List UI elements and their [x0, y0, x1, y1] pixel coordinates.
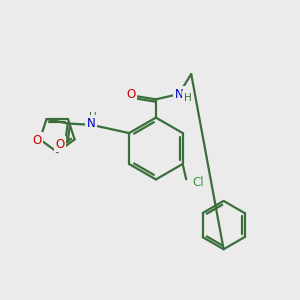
Text: O: O — [32, 134, 42, 146]
Text: O: O — [56, 138, 65, 151]
Text: Cl: Cl — [192, 176, 204, 189]
Text: O: O — [127, 88, 136, 101]
Text: N: N — [87, 117, 96, 130]
Text: H: H — [89, 112, 97, 122]
Text: N: N — [175, 88, 183, 100]
Text: H: H — [184, 93, 192, 103]
